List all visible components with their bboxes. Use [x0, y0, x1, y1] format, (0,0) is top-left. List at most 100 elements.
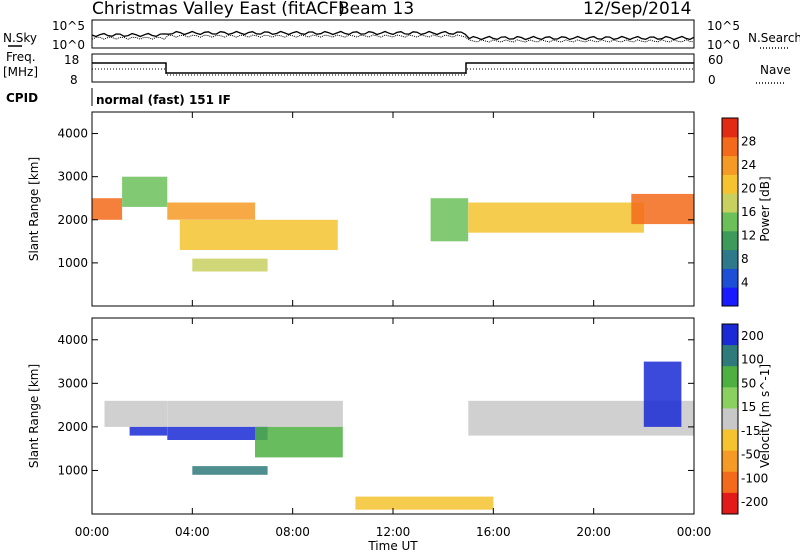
noise-right-tick-bottom: 10^0 [707, 38, 740, 52]
power-y-axis-label: Slant Range [km] [27, 157, 41, 261]
colorbar-tick-label: 4 [741, 276, 749, 290]
x-tick-label: 20:00 [576, 525, 611, 539]
colorbar-tick-label: -15 [741, 424, 761, 438]
y-tick-label: 4000 [57, 127, 88, 141]
y-tick-label: 1000 [57, 256, 88, 270]
data-cell [468, 202, 644, 233]
x-tick-label: 04:00 [175, 525, 210, 539]
data-cell [430, 198, 469, 242]
colorbar-tick-label: 200 [741, 329, 764, 343]
colorbar-swatch [722, 450, 738, 473]
data-cell [167, 426, 268, 440]
data-cell [129, 426, 168, 436]
colorbar-frame [721, 323, 739, 515]
colorbar-tick-label: 16 [741, 205, 756, 219]
power-panel: Slant Range [km] 1000 2000 3000 4000 4 8 12 16… [27, 111, 772, 307]
time-axis-label: Time UT [367, 539, 418, 553]
colorbar-swatch [722, 324, 738, 346]
colorbar-swatch [722, 193, 738, 213]
colorbar-swatch [722, 387, 738, 409]
x-tick-label: 00:00 [75, 525, 110, 539]
colorbar-swatch [722, 212, 738, 232]
n-search-label: N.Search [748, 31, 800, 45]
colorbar-tick-label: 28 [741, 135, 756, 149]
colorbar-tick-label: 20 [741, 182, 756, 196]
station-title: Christmas Valley East (fitACF) [92, 0, 345, 19]
colorbar-tick-label: 50 [741, 376, 756, 390]
power-heatmap [92, 176, 694, 272]
y-tick-label: 2000 [57, 420, 88, 434]
freq-label-line2: [MHz] [3, 65, 38, 79]
colorbar-swatch [722, 268, 738, 288]
nave-trace [92, 68, 694, 76]
noise-right-tick-top: 10^5 [707, 19, 740, 33]
noise-left-tick-top: 10^5 [52, 19, 85, 33]
x-tick-label: 16:00 [476, 525, 511, 539]
colorbar-swatch [722, 174, 738, 194]
colorbar-tick-label: -50 [741, 448, 761, 462]
colorbar-swatch [722, 429, 738, 452]
freq-left-tick-top: 18 [64, 53, 79, 67]
freq-panel: Freq. [MHz] 18 8 60 0 Nave [3, 50, 791, 87]
y-tick-label: 2000 [57, 213, 88, 227]
date-label: 12/Sep/2014 [583, 0, 691, 19]
colorbar-tick-label: 24 [741, 158, 756, 172]
time-axis: 00:00 04:00 08:00 12:00 16:00 20:00 00:00 [75, 112, 712, 539]
colorbar-swatch [722, 492, 738, 515]
colorbar-swatch [722, 155, 738, 175]
colorbar-swatch [722, 366, 738, 388]
freq-panel-frame [91, 53, 695, 83]
colorbar-swatch [722, 408, 738, 431]
beam-label: Beam 13 [338, 0, 414, 19]
x-tick-label: 08:00 [275, 525, 310, 539]
freq-trace [92, 62, 694, 74]
nave-label: Nave [760, 63, 791, 77]
data-cell [255, 426, 343, 458]
data-cell [122, 176, 168, 207]
data-cell [192, 258, 268, 272]
n-search-trace [91, 34, 695, 43]
data-cell [355, 496, 494, 510]
colorbar-tick-label: -200 [741, 495, 768, 509]
noise-panel-frame [91, 19, 695, 49]
y-tick-label: 3000 [57, 376, 88, 390]
velocity-panel: Slant Range [km] 1000 2000 3000 4000 200 100… [27, 317, 772, 515]
colorbar-swatch [722, 230, 738, 251]
data-cell [631, 193, 694, 225]
x-tick-label: 00:00 [677, 525, 712, 539]
y-tick-label: 3000 [57, 170, 88, 184]
n-sky-trace [91, 30, 695, 41]
noise-left-tick-bottom: 10^0 [52, 38, 85, 52]
freq-right-tick-top: 60 [708, 53, 723, 67]
data-cell [104, 400, 168, 427]
velocity-colorbar: 200 100 50 15 -15 -50 -100 -200 [721, 323, 768, 515]
velocity-heatmap [104, 361, 695, 510]
power-colorbar: 4 8 12 16 20 24 28 [721, 117, 756, 307]
data-cell [167, 202, 256, 220]
colorbar-frame [721, 117, 739, 307]
velocity-y-axis-label: Slant Range [km] [27, 364, 41, 468]
freq-left-tick-bottom: 8 [70, 73, 78, 87]
freq-right-tick-bottom: 0 [708, 73, 716, 87]
noise-panel: N.Sky 10^5 10^0 10^5 10^0 N.Search [3, 19, 800, 52]
data-cell [192, 466, 268, 475]
colorbar-swatch [722, 471, 738, 494]
colorbar-swatch [722, 249, 738, 269]
cpid-value: normal (fast) 151 IF [96, 93, 231, 107]
colorbar-swatch [722, 136, 738, 157]
colorbar-swatch [722, 118, 738, 138]
colorbar-tick-label: 15 [741, 400, 756, 414]
n-sky-label: N.Sky [3, 31, 37, 45]
data-cell [643, 361, 682, 427]
data-cell [92, 198, 123, 220]
colorbar-tick-label: 100 [741, 353, 764, 367]
colorbar-tick-label: -100 [741, 471, 768, 485]
y-tick-label: 1000 [57, 463, 88, 477]
power-y-ticks: 1000 2000 3000 4000 [57, 127, 694, 270]
colorbar-tick-label: 8 [741, 252, 749, 266]
data-cell [167, 400, 343, 427]
y-tick-label: 4000 [57, 333, 88, 347]
cpid-label: CPID [6, 91, 38, 105]
freq-label-line1: Freq. [6, 50, 36, 64]
